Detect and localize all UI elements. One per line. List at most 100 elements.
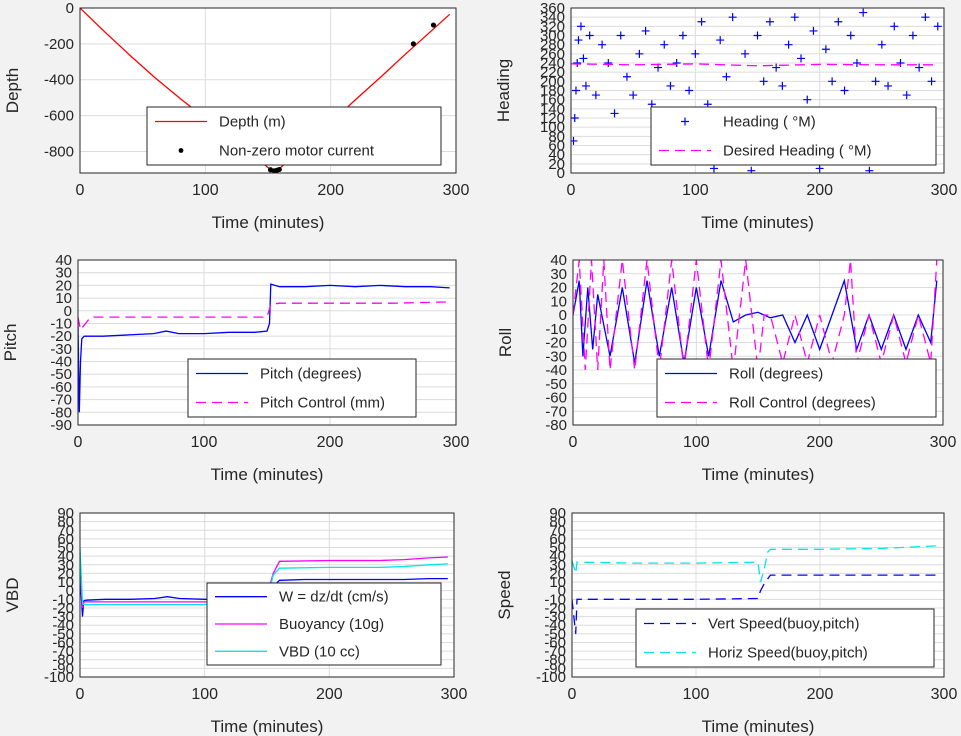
heading-data-point bbox=[865, 166, 874, 173]
speed-series-line bbox=[572, 574, 938, 634]
pitch-ytick-label: -70 bbox=[50, 392, 72, 409]
roll-xtick-label: 0 bbox=[569, 434, 578, 451]
heading-chart: 0204060801001201401601802002202402602803… bbox=[494, 0, 957, 232]
vbd-ytick-label: -80 bbox=[52, 652, 74, 669]
speed-ytick-label: -100 bbox=[536, 669, 566, 686]
heading-ytick-label: 180 bbox=[540, 83, 565, 100]
vbd-ytick-label: 40 bbox=[57, 548, 74, 565]
heading-data-point bbox=[571, 114, 579, 122]
heading-legend-label: Heading ( °M) bbox=[723, 114, 816, 131]
pitch-y-axis-label: Pitch bbox=[1, 324, 20, 362]
heading-ytick-label: 360 bbox=[540, 0, 565, 17]
depth-legend-swatch bbox=[178, 148, 184, 153]
depth-ytick-label: -200 bbox=[44, 36, 74, 53]
depth-ytick-label: -400 bbox=[44, 72, 74, 89]
heading-data-point bbox=[571, 136, 578, 145]
roll-ytick-label: -20 bbox=[545, 335, 567, 352]
pitch-series bbox=[78, 283, 450, 413]
roll-ytick-label: 0 bbox=[559, 307, 567, 324]
heading-data-point bbox=[604, 59, 613, 67]
depth-y-axis-label: Depth bbox=[3, 68, 22, 113]
vbd-ytick-label: -20 bbox=[52, 600, 74, 617]
heading-ytick-label: 260 bbox=[540, 46, 565, 63]
roll-ytick-label: -40 bbox=[545, 362, 567, 379]
roll-legend: Roll (degrees) Roll Control (degrees) bbox=[656, 358, 937, 418]
pitch-ytick-label: 10 bbox=[55, 290, 72, 307]
roll-ytick-label: -10 bbox=[545, 321, 567, 338]
heading-data-point bbox=[828, 77, 837, 86]
heading-ytick-label: 240 bbox=[540, 55, 565, 72]
pitch-ytick-label: -80 bbox=[50, 404, 72, 421]
depth-series bbox=[80, 8, 451, 173]
speed-legend-box bbox=[635, 608, 935, 668]
vbd-ytick-label: -90 bbox=[52, 660, 74, 677]
depth-chart: 0 -200 -400 -600 -800 0 100 200 300 Time (minutes… bbox=[3, 0, 469, 232]
heading-data-point bbox=[728, 13, 737, 22]
pitch-ytick-label: -10 bbox=[50, 315, 72, 332]
speed-series bbox=[572, 545, 938, 634]
speed-ytick-label: 10 bbox=[549, 574, 566, 591]
heading-xtick-label: 0 bbox=[567, 182, 576, 199]
heading-data-point bbox=[573, 59, 582, 67]
depth-data-point bbox=[430, 22, 437, 28]
speed-legend-label: Vert Speed(buoy,pitch) bbox=[708, 616, 859, 633]
heading-data-point bbox=[635, 49, 644, 58]
pitch-legend-box bbox=[187, 358, 417, 418]
speed-ytick-label: -80 bbox=[544, 652, 566, 669]
heading-xtick-label: 200 bbox=[806, 182, 833, 199]
heading-series-line bbox=[571, 63, 938, 67]
heading-data-point bbox=[790, 13, 799, 22]
speed-ytick-label: 50 bbox=[549, 540, 566, 557]
heading-x-axis-label: Time (minutes) bbox=[701, 213, 814, 232]
heading-data-point bbox=[772, 63, 781, 72]
speed-ytick-label: 90 bbox=[549, 505, 566, 522]
roll-ytick-label: 20 bbox=[550, 280, 567, 297]
heading-data-point bbox=[610, 109, 619, 118]
heading-data-point bbox=[759, 77, 768, 86]
heading-data-point bbox=[616, 31, 625, 40]
speed-ytick-label: 40 bbox=[549, 548, 566, 565]
heading-data-point bbox=[877, 40, 886, 49]
heading-data-point bbox=[622, 72, 631, 81]
heading-data-point bbox=[598, 40, 607, 49]
heading-data-point bbox=[927, 77, 936, 86]
heading-data-point bbox=[921, 13, 930, 22]
roll-series bbox=[573, 260, 938, 371]
pitch-ytick-label: -20 bbox=[50, 328, 72, 345]
speed-chart: 9080706050403020100-10-20-30-40-50-60-70… bbox=[495, 505, 957, 736]
depth-x-axis-label: Time (minutes) bbox=[212, 213, 325, 232]
heading-legend-swatch bbox=[681, 117, 689, 126]
heading-data-point bbox=[666, 81, 675, 90]
vbd-y-axis-label: VBD bbox=[3, 578, 22, 613]
pitch-ytick-label: 40 bbox=[55, 252, 72, 269]
vbd-axes-frame bbox=[79, 512, 455, 678]
heading-ytick-label: 60 bbox=[548, 138, 565, 155]
depth-data-point bbox=[276, 166, 282, 173]
heading-ytick-label: 160 bbox=[540, 92, 565, 109]
heading-data-point bbox=[852, 59, 861, 67]
heading-data-point bbox=[821, 45, 830, 54]
speed-x-axis-label: Time (minutes) bbox=[702, 717, 815, 736]
vbd-ytick-label: -60 bbox=[52, 634, 74, 651]
vbd-ytick-label: 60 bbox=[57, 531, 74, 548]
depth-axes-frame bbox=[79, 7, 457, 174]
pitch-ytick-label: -30 bbox=[50, 341, 72, 358]
speed-ytick-label: -10 bbox=[544, 591, 566, 608]
heading-data-point bbox=[576, 22, 585, 31]
heading-data-point bbox=[722, 72, 731, 81]
depth-legend-box bbox=[146, 106, 442, 166]
pitch-xtick-label: 200 bbox=[317, 434, 344, 451]
heading-ytick-label: 220 bbox=[540, 64, 565, 81]
heading-data-point bbox=[803, 95, 812, 104]
heading-axes-frame bbox=[570, 7, 945, 174]
heading-ytick-label: 120 bbox=[540, 110, 565, 127]
heading-data-point bbox=[660, 40, 669, 49]
heading-y-axis-label: Heading bbox=[494, 59, 513, 122]
vbd-legend-label: VBD (10 cc) bbox=[279, 643, 360, 660]
heading-data-point bbox=[581, 81, 590, 90]
roll-xtick-label: 200 bbox=[806, 434, 833, 451]
pitch-legend-label: Pitch Control (mm) bbox=[260, 395, 385, 412]
pitch-x-axis-label: Time (minutes) bbox=[211, 465, 324, 484]
vbd-ytick-label: 90 bbox=[57, 505, 74, 522]
pitch-ytick-label: -40 bbox=[50, 354, 72, 371]
